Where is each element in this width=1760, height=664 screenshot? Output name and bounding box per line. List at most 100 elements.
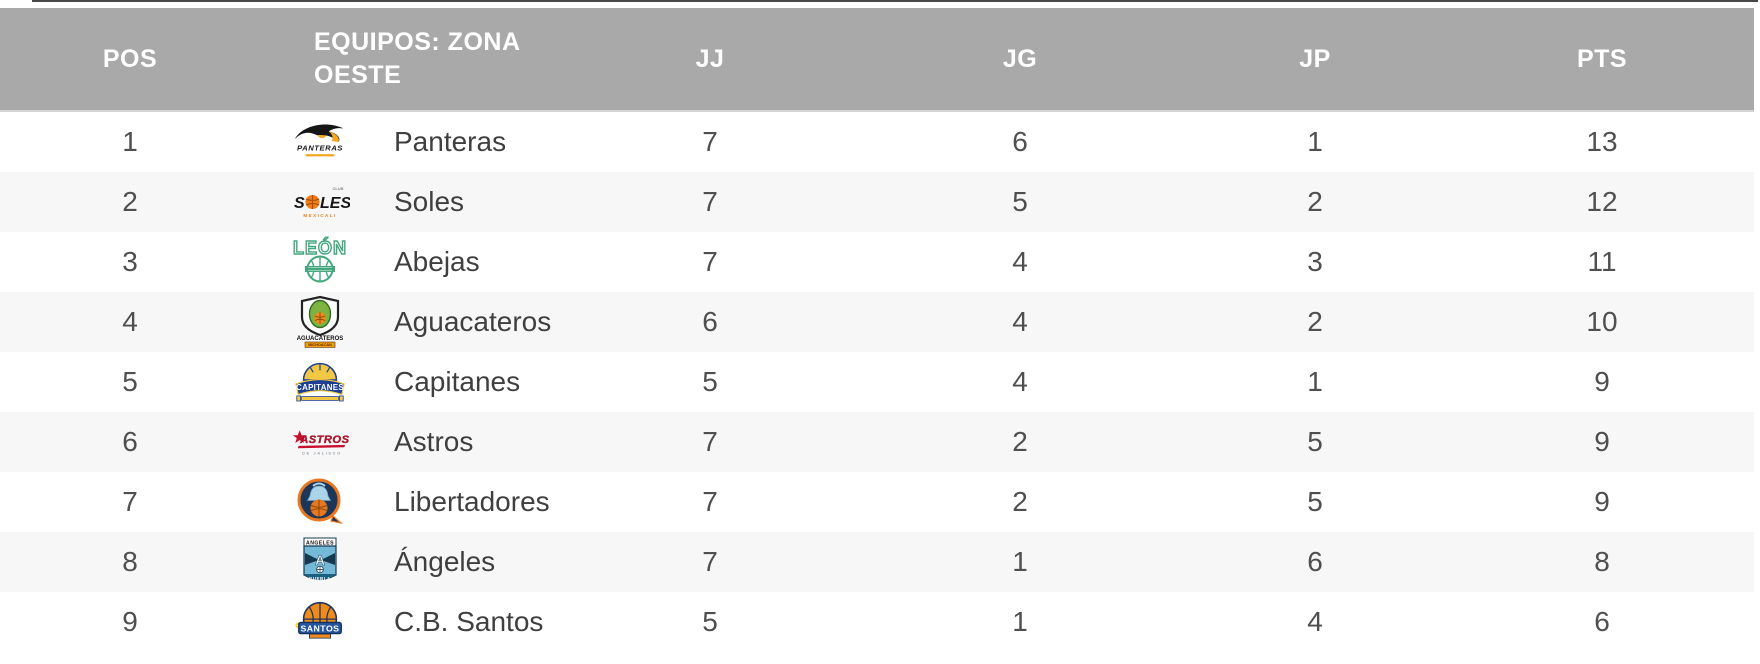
svg-text:DE JALISCO: DE JALISCO: [302, 451, 342, 456]
table-row: 8 ANGELES A PUEBLA Ángeles 7 1 6: [0, 532, 1754, 592]
svg-text:MEXICALI: MEXICALI: [303, 213, 336, 218]
games-lost-cell: 1: [1307, 126, 1323, 157]
team-name: Soles: [394, 186, 465, 217]
points-cell: 9: [1594, 486, 1610, 517]
header-pos: POS: [102, 44, 158, 73]
table-row: 6 ASTROS DE JALISCO Astros 7 2 5 9: [0, 412, 1754, 472]
svg-text:A: A: [315, 552, 325, 568]
header-jj: JJ: [695, 44, 725, 73]
svg-text:AGUACATEROS: AGUACATEROS: [297, 336, 344, 342]
astros-logo: ASTROS DE JALISCO: [260, 422, 380, 462]
games-won-cell: 5: [1012, 186, 1028, 217]
abejas-leon-logo: LEÓN: [260, 236, 380, 288]
standings-table: POS EQUIPOS: ZONA OESTE JJ JG JP PTS 1 P…: [0, 8, 1754, 652]
team-cell: Libertadores: [260, 476, 560, 528]
team-name: Libertadores: [394, 486, 550, 517]
team-name: Abejas: [394, 246, 480, 277]
table-row: 2 CLUB S LES MEXICALI Soles 7 5 2 12: [0, 172, 1754, 232]
position-cell: 4: [122, 306, 138, 337]
games-lost-cell: 5: [1307, 426, 1323, 457]
games-lost-cell: 2: [1307, 306, 1323, 337]
games-played-cell: 5: [702, 606, 718, 637]
games-lost-cell: 6: [1307, 546, 1323, 577]
table-row: 9 SANTOS C.B. Santos 5 1 4 6: [0, 592, 1754, 652]
points-cell: 9: [1594, 426, 1610, 457]
team-cell: ANGELES A PUEBLA Ángeles: [260, 535, 560, 589]
team-name: C.B. Santos: [394, 606, 544, 637]
header-jg: JG: [1002, 44, 1038, 73]
table-header: POS EQUIPOS: ZONA OESTE JJ JG JP PTS: [0, 8, 1754, 112]
points-cell: 12: [1586, 186, 1618, 217]
points-cell: 11: [1587, 246, 1617, 277]
table-row: 7 Libertadores 7 2 5 9: [0, 472, 1754, 532]
angeles-logo: ANGELES A PUEBLA: [260, 535, 380, 589]
position-cell: 8: [122, 546, 138, 577]
team-cell: ASTROS DE JALISCO Astros: [260, 422, 560, 462]
svg-text:ASTROS: ASTROS: [299, 434, 349, 446]
aguacateros-logo: AGUACATEROS MICHOACÁN: [260, 295, 380, 349]
games-lost-cell: 5: [1307, 486, 1323, 517]
games-played-cell: 7: [702, 126, 718, 157]
table-row: 1 PANTERAS Panteras 7 6 1 13: [0, 112, 1754, 172]
team-name: Astros: [394, 426, 474, 457]
games-lost-cell: 3: [1307, 246, 1323, 277]
points-cell: 13: [1586, 126, 1618, 157]
team-cell: CLUB S LES MEXICALI Soles: [260, 179, 560, 225]
team-cell: CAPITANES Capitanes: [260, 358, 560, 406]
svg-text:CLUB: CLUB: [332, 186, 343, 191]
games-played-cell: 7: [702, 246, 718, 277]
games-played-cell: 6: [702, 306, 718, 337]
svg-text:LEÓN: LEÓN: [293, 237, 347, 258]
svg-text:SANTOS: SANTOS: [301, 623, 340, 633]
games-played-cell: 7: [702, 546, 718, 577]
games-won-cell: 1: [1012, 546, 1028, 577]
position-cell: 6: [122, 426, 138, 457]
games-won-cell: 6: [1012, 126, 1028, 157]
games-won-cell: 2: [1012, 426, 1028, 457]
games-played-cell: 7: [702, 486, 718, 517]
points-cell: 10: [1586, 306, 1618, 337]
position-cell: 9: [122, 606, 138, 637]
table-row: 3 LEÓN Abejas 7 4 3 11: [0, 232, 1754, 292]
games-played-cell: 7: [702, 426, 718, 457]
position-cell: 2: [122, 186, 138, 217]
points-cell: 9: [1594, 366, 1610, 397]
header-pts: PTS: [1576, 44, 1628, 73]
team-name: Capitanes: [394, 366, 521, 397]
libertadores-logo: [260, 476, 380, 528]
table-row: 4 AGUACATEROS MICHOACÁN Aguacateros 6 4 …: [0, 292, 1754, 352]
team-name: Aguacateros: [394, 306, 552, 337]
position-cell: 3: [122, 246, 138, 277]
games-lost-cell: 2: [1307, 186, 1323, 217]
games-won-cell: 4: [1012, 366, 1028, 397]
header-teams: EQUIPOS: ZONA OESTE: [260, 26, 560, 92]
games-played-cell: 5: [702, 366, 718, 397]
soles-logo: CLUB S LES MEXICALI: [260, 179, 380, 225]
games-played-cell: 7: [702, 186, 718, 217]
position-cell: 7: [122, 486, 138, 517]
header-jp: JP: [1299, 44, 1331, 73]
points-cell: 8: [1594, 546, 1610, 577]
games-lost-cell: 4: [1307, 606, 1323, 637]
svg-text:PUEBLA: PUEBLA: [309, 576, 331, 581]
team-name: Panteras: [394, 126, 507, 157]
games-won-cell: 4: [1012, 306, 1028, 337]
position-cell: 1: [122, 126, 138, 157]
games-won-cell: 4: [1012, 246, 1028, 277]
team-cell: PANTERAS Panteras: [260, 118, 560, 166]
svg-text:MICHOACÁN: MICHOACÁN: [308, 342, 332, 347]
svg-text:PANTERAS: PANTERAS: [297, 144, 343, 153]
table-row: 5 CAPITANES Capitanes 5 4 1 9: [0, 352, 1754, 412]
svg-text:ANGELES: ANGELES: [306, 540, 334, 546]
header-teams-label: EQUIPOS: ZONA OESTE: [314, 28, 520, 89]
position-cell: 5: [122, 366, 138, 397]
svg-text:S: S: [294, 195, 305, 212]
top-border-line: [32, 0, 1758, 2]
games-lost-cell: 1: [1307, 366, 1323, 397]
capitanes-logo: CAPITANES: [260, 358, 380, 406]
team-name: Ángeles: [394, 546, 496, 577]
cb-santos-logo: SANTOS: [260, 596, 380, 648]
svg-text:CAPITANES: CAPITANES: [296, 383, 344, 392]
team-cell: AGUACATEROS MICHOACÁN Aguacateros: [260, 295, 560, 349]
points-cell: 6: [1594, 606, 1610, 637]
